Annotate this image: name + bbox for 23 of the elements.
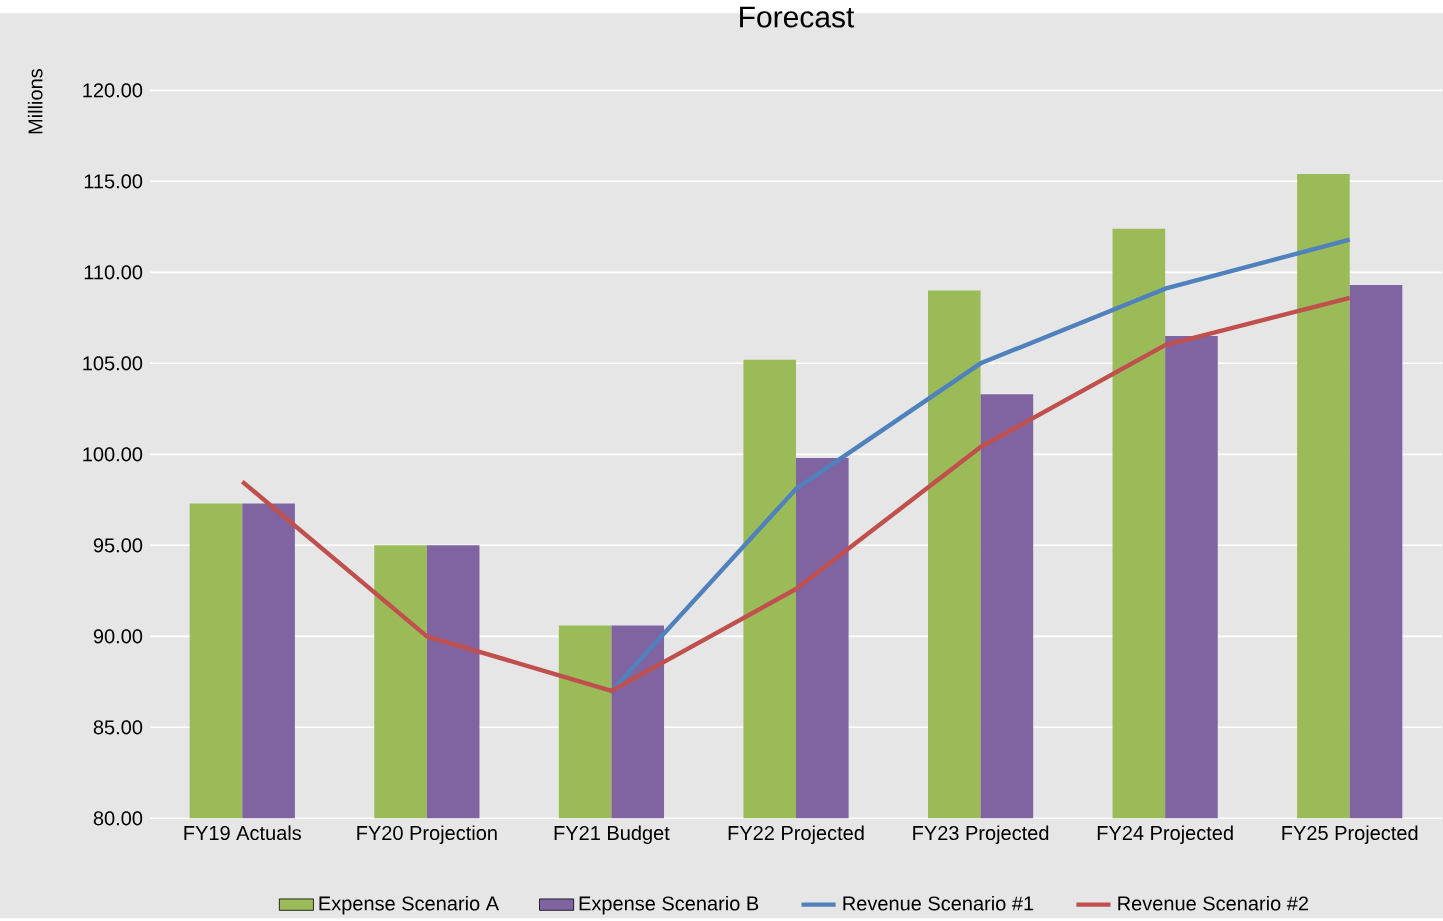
y-tick-label: 105.00: [83, 356, 143, 371]
y-axis-title: Millions: [27, 68, 43, 134]
x-tick-label: FY25 Projected: [1282, 825, 1418, 844]
legend-label: Revenue Scenario #2: [1118, 895, 1309, 911]
y-tick-label: 90.00: [93, 629, 143, 644]
y-tick-label: 95.00: [93, 538, 143, 553]
y-tick-label: 85.00: [93, 720, 143, 735]
legend-label: Expense Scenario B: [579, 895, 759, 915]
x-tick-label: FY21 Budget: [554, 825, 670, 844]
x-tick-label: FY24 Projected: [1097, 825, 1233, 844]
legend-label: Revenue Scenario #1: [843, 895, 1034, 911]
chart-title: Forecast: [740, 6, 855, 28]
x-tick-label: FY19 Actuals: [184, 825, 302, 840]
x-tick-label: FY23 Projected: [913, 825, 1049, 844]
y-tick-label: 120.00: [83, 83, 143, 98]
x-tick-label: FY22 Projected: [728, 825, 864, 844]
legend-label: Expense Scenario A: [319, 895, 500, 915]
line-series: [240, 295, 1352, 693]
x-tick-label: FY20 Projection: [357, 825, 497, 844]
y-tick-label: 80.00: [93, 811, 143, 826]
y-tick-label: 110.00: [84, 265, 143, 280]
y-tick-label: 100.00: [83, 447, 143, 462]
y-tick-label: 115.00: [84, 174, 143, 189]
